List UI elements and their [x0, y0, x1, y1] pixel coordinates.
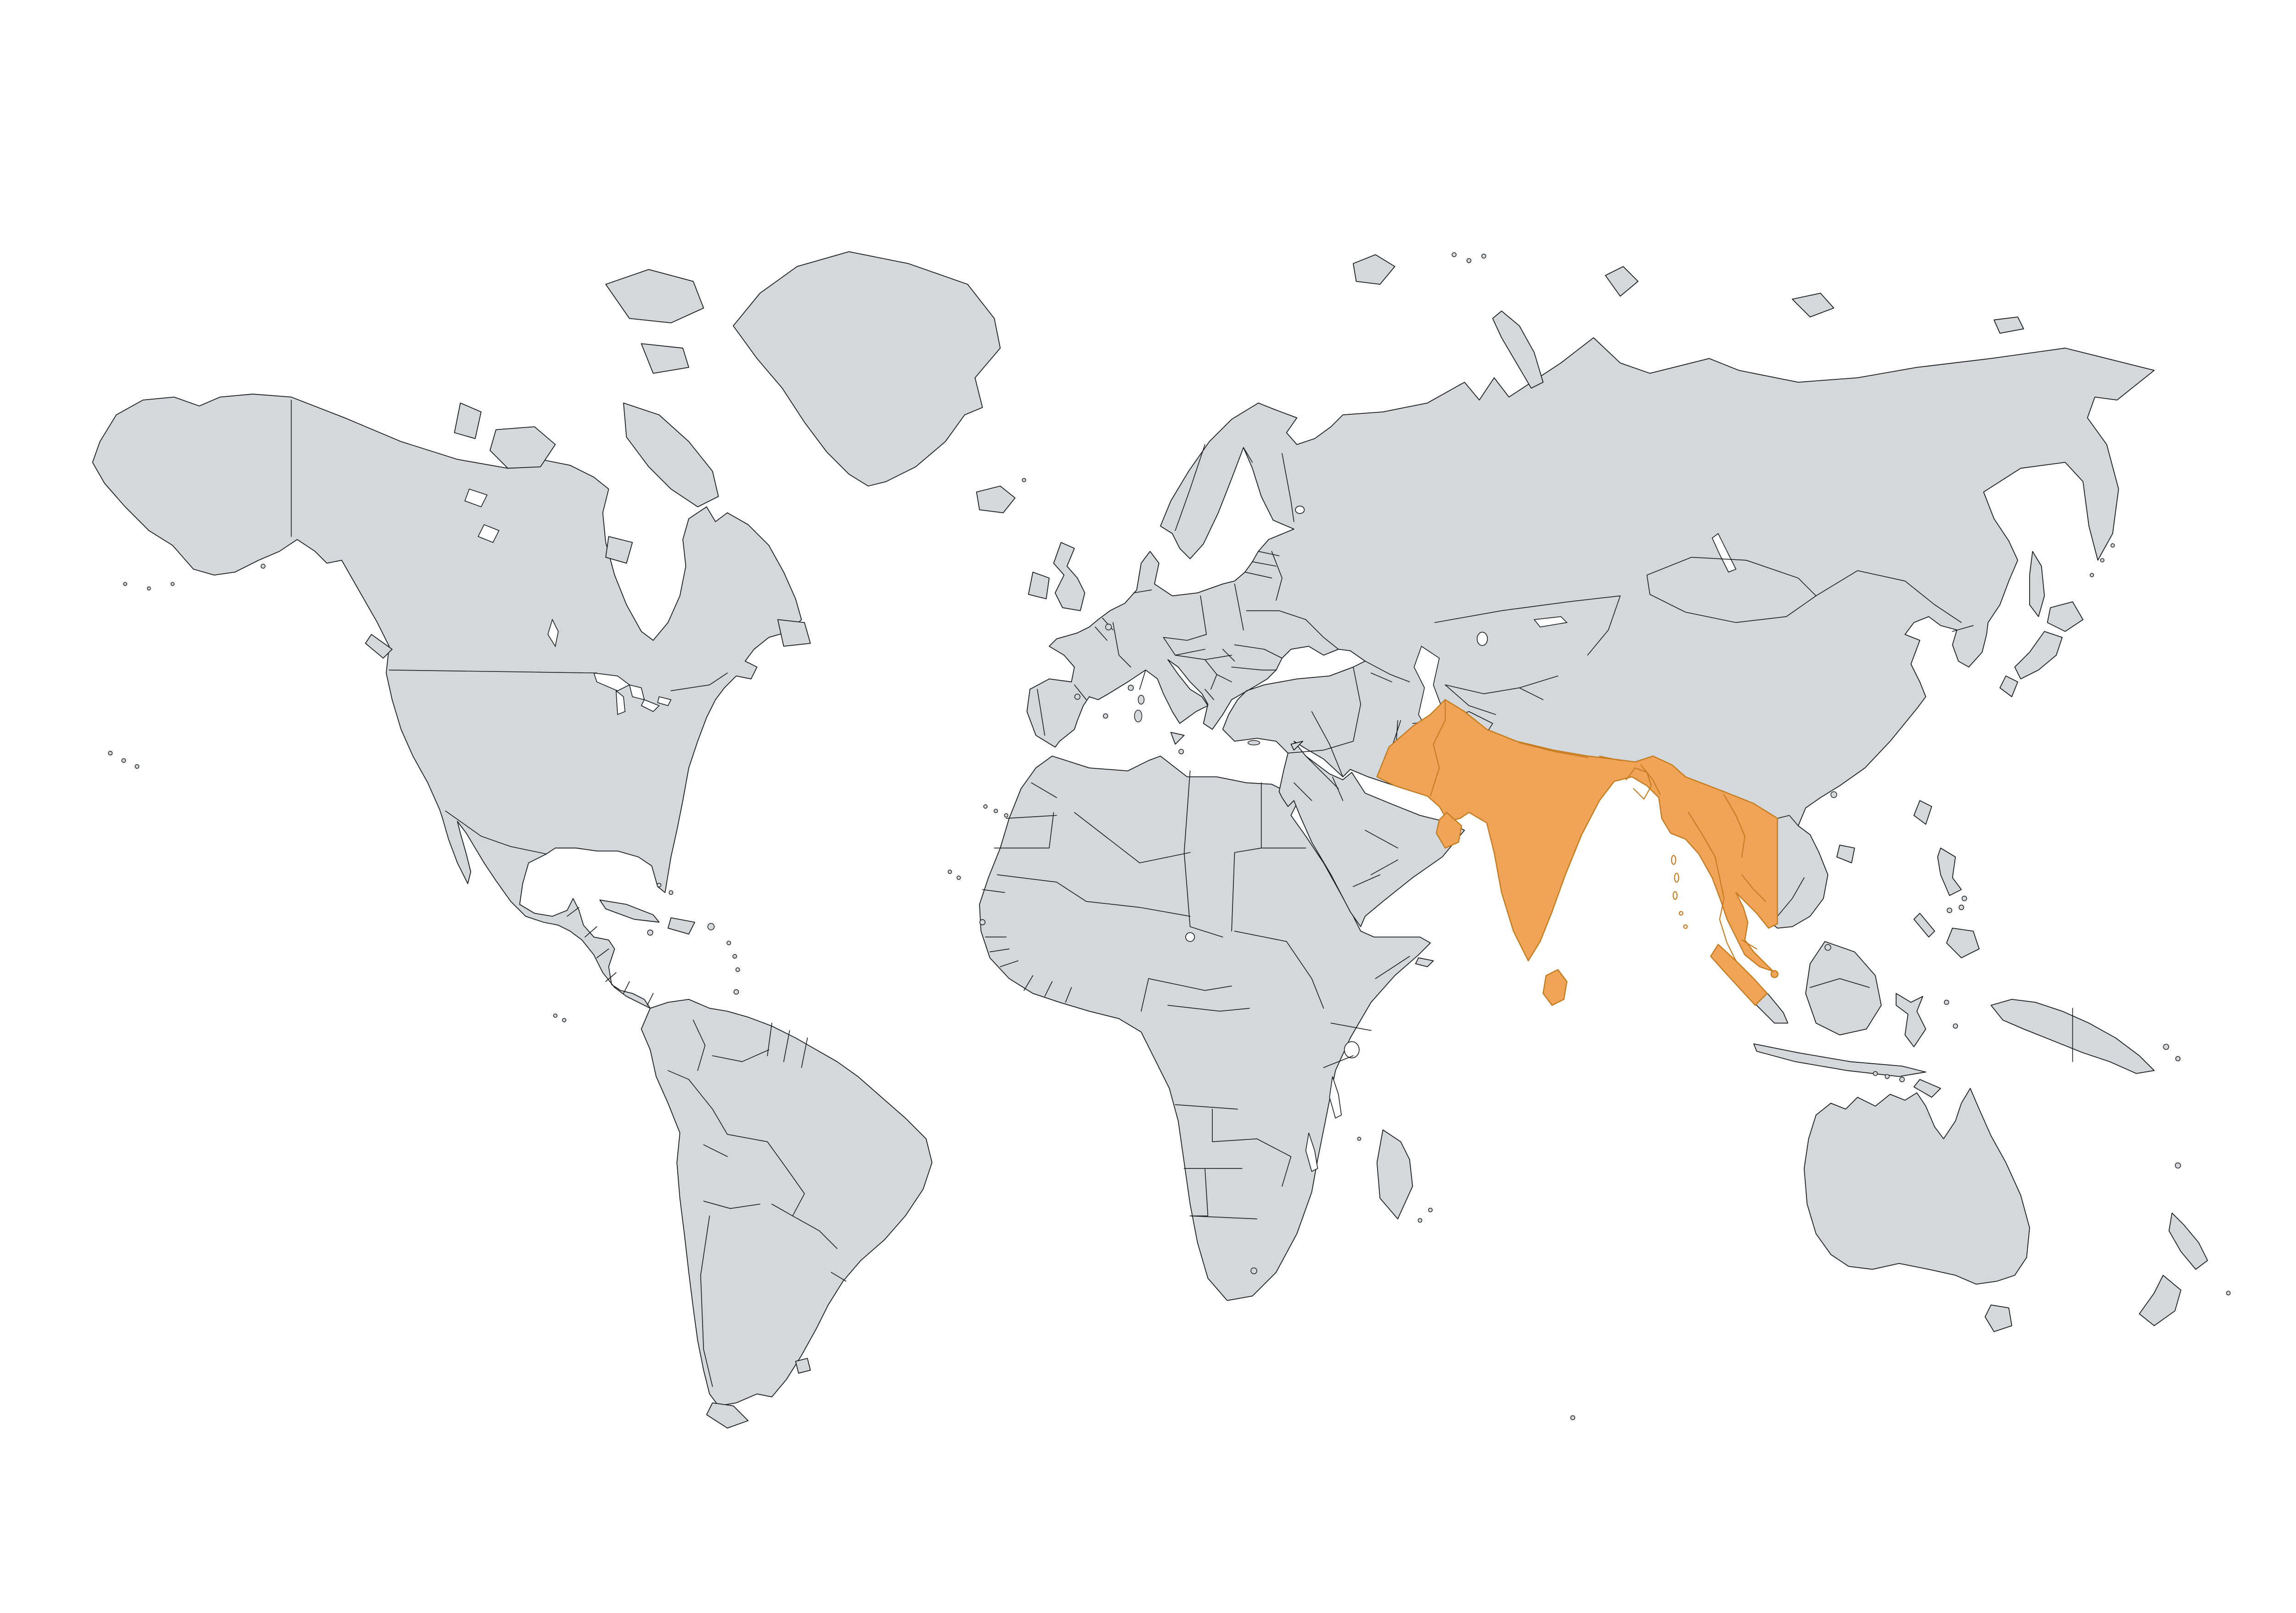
- island-maluku-2: [1953, 1024, 1958, 1028]
- island-crete: [1248, 740, 1260, 745]
- island-lombok: [1885, 1074, 1889, 1078]
- island-hawaii-3: [135, 765, 139, 768]
- island-visayas-1: [1947, 908, 1952, 913]
- island-corsica: [1138, 695, 1144, 704]
- marker-brunei: [1825, 944, 1831, 950]
- island-antilles-2: [733, 954, 737, 958]
- island-sardinia: [1135, 710, 1142, 722]
- island-balearic: [1103, 714, 1108, 718]
- island-new-britain: [2163, 1044, 2169, 1049]
- island-cape-verde-2: [957, 876, 961, 880]
- island-franz-josef-3: [1482, 254, 1486, 258]
- island-antilles-1: [727, 941, 731, 945]
- island-andaman-1: [1671, 856, 1676, 864]
- lake-aral-sea: [1477, 632, 1488, 645]
- island-trinidad: [734, 990, 738, 994]
- island-bahamas-2: [669, 891, 673, 894]
- island-nicobar-1: [1679, 912, 1683, 915]
- island-kuril-2: [2100, 558, 2104, 562]
- island-hawaii-1: [108, 751, 112, 755]
- island-kuril-1: [2090, 573, 2094, 577]
- marker-monaco: [1128, 685, 1134, 691]
- island-canary-2: [994, 809, 998, 813]
- island-faroe: [1022, 479, 1026, 482]
- island-cape-verde-1: [948, 870, 952, 874]
- lake-ladoga: [1295, 506, 1304, 513]
- island-bali: [1873, 1072, 1877, 1076]
- island-new-caledonia: [2175, 1163, 2181, 1168]
- island-aleutian-2: [147, 587, 151, 590]
- marker-puerto-rico: [708, 924, 714, 930]
- island-maluku-1: [1944, 1000, 1949, 1005]
- island-kerguelen: [1570, 1416, 1575, 1420]
- island-franz-josef-2: [1467, 259, 1471, 263]
- island-kuril-3: [2111, 544, 2115, 547]
- lake-victoria: [1345, 1042, 1359, 1058]
- island-aleutian-1: [171, 582, 174, 586]
- island-antilles-3: [736, 968, 739, 971]
- island-galapagos-2: [563, 1018, 566, 1022]
- island-visayas-2: [1959, 905, 1964, 909]
- world-map-figure: [18, 7, 2296, 1606]
- island-galapagos-1: [553, 1014, 557, 1018]
- lake-chad: [1186, 933, 1194, 942]
- island-andaman-2: [1675, 873, 1679, 882]
- marker-gambia: [980, 919, 985, 925]
- island-hawaii-2: [122, 759, 125, 762]
- island-franz-josef-1: [1452, 253, 1456, 257]
- island-canary-1: [984, 805, 987, 808]
- island-flores: [1900, 1077, 1904, 1082]
- island-nicobar-2: [1684, 925, 1688, 929]
- island-canary-3: [1004, 814, 1008, 818]
- island-comoros: [1357, 1137, 1361, 1140]
- island-bahamas-1: [657, 883, 661, 887]
- island-solomon: [2176, 1056, 2180, 1061]
- island-kodiak: [261, 564, 265, 568]
- marker-lesotho: [1251, 1268, 1257, 1274]
- island-chatham: [2226, 1291, 2230, 1295]
- island-mauritius: [1429, 1208, 1432, 1212]
- world-map-svg: [18, 7, 2296, 1606]
- range-singapore-marker: [1771, 971, 1778, 978]
- marker-andorra: [1075, 694, 1080, 699]
- island-reunion: [1418, 1218, 1422, 1222]
- island-andaman-3: [1673, 891, 1677, 899]
- marker-malta: [1179, 749, 1183, 754]
- island-jamaica: [647, 930, 653, 936]
- marker-hong-kong: [1831, 792, 1837, 798]
- island-falklands: [796, 1359, 810, 1373]
- island-aleutian-3: [124, 582, 127, 586]
- island-samar: [1962, 896, 1967, 901]
- marker-luxembourg: [1106, 624, 1112, 630]
